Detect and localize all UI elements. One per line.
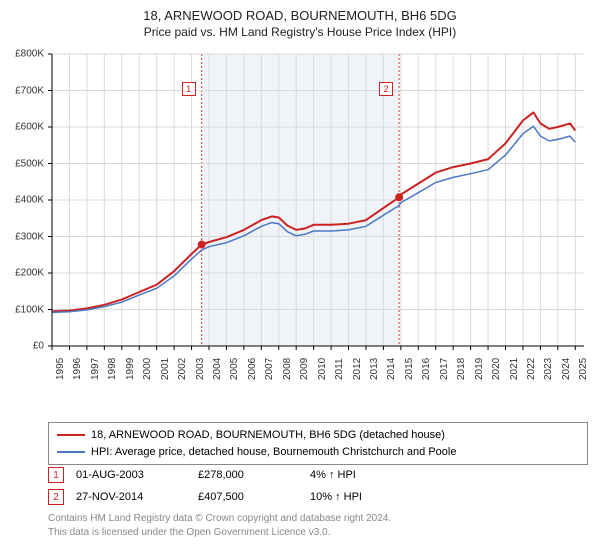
sale-row: 2 27-NOV-2014 £407,500 10% ↑ HPI: [48, 486, 588, 508]
page-title: 18, ARNEWOOD ROAD, BOURNEMOUTH, BH6 5DG: [0, 0, 600, 23]
x-tick-label: 2020: [491, 358, 502, 380]
legend-label: HPI: Average price, detached house, Bour…: [91, 444, 456, 461]
x-tick-label: 1998: [107, 358, 118, 380]
x-tick-label: 1999: [125, 358, 136, 380]
sale-row: 1 01-AUG-2003 £278,000 4% ↑ HPI: [48, 464, 588, 486]
x-tick-label: 2011: [334, 358, 345, 380]
x-tick-label: 2014: [386, 358, 397, 380]
legend: 18, ARNEWOOD ROAD, BOURNEMOUTH, BH6 5DG …: [48, 422, 588, 465]
sale-price: £407,500: [198, 491, 298, 503]
y-tick-label: £500K: [0, 158, 44, 169]
x-tick-label: 2007: [264, 358, 275, 380]
x-tick-label: 2015: [404, 358, 415, 380]
page-subtitle: Price paid vs. HM Land Registry's House …: [0, 23, 600, 39]
legend-label: 18, ARNEWOOD ROAD, BOURNEMOUTH, BH6 5DG …: [91, 427, 445, 444]
x-tick-label: 2022: [526, 358, 537, 380]
y-tick-label: £600K: [0, 122, 44, 133]
y-tick-label: £800K: [0, 49, 44, 60]
x-tick-label: 2003: [195, 358, 206, 380]
x-tick-label: 1995: [55, 358, 66, 380]
x-tick-label: 2002: [177, 358, 188, 380]
legend-item: 18, ARNEWOOD ROAD, BOURNEMOUTH, BH6 5DG …: [57, 427, 579, 444]
x-tick-label: 2008: [282, 358, 293, 380]
x-tick-label: 2024: [561, 358, 572, 380]
x-tick-label: 2000: [142, 358, 153, 380]
sale-pct: 10% ↑ HPI: [310, 491, 430, 503]
sale-date: 27-NOV-2014: [76, 491, 186, 503]
sale-date: 01-AUG-2003: [76, 469, 186, 481]
legend-item: HPI: Average price, detached house, Bour…: [57, 444, 579, 461]
chart-marker-2: 2: [379, 82, 393, 96]
attribution-line1: Contains HM Land Registry data © Crown c…: [48, 512, 588, 526]
x-tick-label: 2023: [543, 358, 554, 380]
x-tick-label: 2021: [509, 358, 520, 380]
chart-marker-1: 1: [182, 82, 196, 96]
x-tick-label: 2010: [317, 358, 328, 380]
x-tick-label: 2001: [160, 358, 171, 380]
sale-pct: 4% ↑ HPI: [310, 469, 430, 481]
legend-swatch: [57, 451, 85, 453]
x-tick-label: 2004: [212, 358, 223, 380]
sales-table: 1 01-AUG-2003 £278,000 4% ↑ HPI 2 27-NOV-2014…: [48, 464, 588, 508]
x-tick-label: 2019: [474, 358, 485, 380]
legend-swatch: [57, 434, 85, 436]
x-tick-label: 2005: [229, 358, 240, 380]
chart-svg: [48, 50, 588, 380]
x-tick-label: 2006: [247, 358, 258, 380]
x-tick-label: 2018: [456, 358, 467, 380]
sale-price: £278,000: [198, 469, 298, 481]
y-tick-label: £400K: [0, 195, 44, 206]
y-tick-label: £200K: [0, 268, 44, 279]
sale-marker-box: 2: [48, 489, 64, 505]
x-tick-label: 2025: [578, 358, 589, 380]
y-tick-label: £700K: [0, 85, 44, 96]
x-tick-label: 2017: [439, 358, 450, 380]
attribution-line2: This data is licensed under the Open Gov…: [48, 526, 588, 540]
x-tick-label: 2013: [369, 358, 380, 380]
y-tick-label: £0: [0, 341, 44, 352]
sale-marker-box: 1: [48, 467, 64, 483]
attribution: Contains HM Land Registry data © Crown c…: [48, 512, 588, 540]
price-chart: [48, 50, 588, 380]
x-tick-label: 1996: [72, 358, 83, 380]
x-tick-label: 2009: [299, 358, 310, 380]
x-tick-label: 2012: [352, 358, 363, 380]
y-tick-label: £300K: [0, 231, 44, 242]
y-tick-label: £100K: [0, 304, 44, 315]
x-tick-label: 1997: [90, 358, 101, 380]
x-tick-label: 2016: [421, 358, 432, 380]
